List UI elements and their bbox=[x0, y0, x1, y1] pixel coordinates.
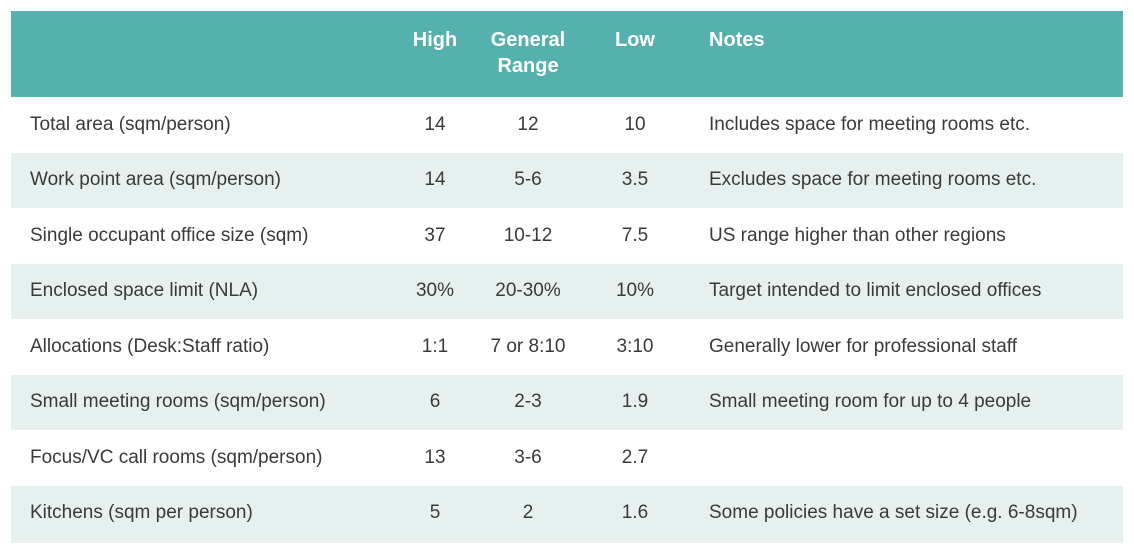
row-high: 6 bbox=[429, 391, 441, 413]
row-high: 1:1 bbox=[421, 335, 449, 357]
row-low: 1.9 bbox=[621, 391, 649, 413]
table-body: Total area (sqm/person) 14 12 10 Include… bbox=[11, 97, 1123, 541]
header-row: High General Range Low Notes bbox=[11, 11, 1123, 97]
table-row: Work point area (sqm/person) 14 5-6 3.5 … bbox=[11, 152, 1123, 208]
header-label-column bbox=[11, 11, 397, 97]
row-general-range: 3-6 bbox=[514, 446, 542, 468]
table-row: Single occupant office size (sqm) 37 10-… bbox=[11, 208, 1123, 264]
row-general-range: 2-3 bbox=[514, 391, 542, 413]
table-row: Small meeting rooms (sqm/person) 6 2-3 1… bbox=[11, 374, 1123, 430]
row-low: 2.7 bbox=[621, 446, 649, 468]
row-label: Total area (sqm/person) bbox=[30, 113, 231, 135]
row-general-range: 5-6 bbox=[514, 169, 542, 191]
row-low: 10% bbox=[615, 280, 655, 302]
row-label: Focus/VC call rooms (sqm/person) bbox=[30, 446, 323, 468]
row-label: Enclosed space limit (NLA) bbox=[30, 280, 259, 302]
row-low: 7.5 bbox=[621, 224, 649, 246]
table-header: High General Range Low Notes bbox=[11, 11, 1123, 97]
row-label: Allocations (Desk:Staff ratio) bbox=[30, 335, 270, 357]
row-label: Kitchens (sqm per person) bbox=[30, 502, 253, 524]
row-notes: Includes space for meeting rooms etc. bbox=[709, 113, 1031, 135]
row-low: 3:10 bbox=[616, 335, 654, 357]
row-notes: Excludes space for meeting rooms etc. bbox=[709, 169, 1037, 191]
row-high: 13 bbox=[424, 446, 446, 468]
header-low: Low bbox=[615, 29, 655, 51]
table-row: Kitchens (sqm per person) 5 2 1.6 Some p… bbox=[11, 485, 1123, 541]
row-high: 30% bbox=[415, 280, 455, 302]
row-high: 5 bbox=[429, 502, 441, 524]
header-notes: Notes bbox=[709, 29, 765, 51]
row-high: 37 bbox=[424, 224, 446, 246]
row-notes: Target intended to limit enclosed office… bbox=[709, 280, 1042, 302]
row-general-range: 20-30% bbox=[495, 280, 561, 302]
row-general-range: 7 or 8:10 bbox=[490, 335, 566, 357]
row-general-range: 10-12 bbox=[503, 224, 553, 246]
table-row: Focus/VC call rooms (sqm/person) 13 3-6 … bbox=[11, 430, 1123, 486]
row-high: 14 bbox=[424, 113, 446, 135]
row-notes: Generally lower for professional staff bbox=[709, 335, 1018, 357]
table-row: Enclosed space limit (NLA) 30% 20-30% 10… bbox=[11, 263, 1123, 319]
row-label: Single occupant office size (sqm) bbox=[30, 224, 309, 246]
row-notes: Some policies have a set size (e.g. 6-8s… bbox=[709, 502, 1078, 524]
row-low: 1.6 bbox=[621, 502, 649, 524]
row-label: Work point area (sqm/person) bbox=[30, 169, 281, 191]
row-low: 10 bbox=[624, 113, 646, 135]
row-notes: Small meeting room for up to 4 people bbox=[709, 391, 1032, 413]
row-low: 3.5 bbox=[621, 169, 649, 191]
header-general-range: General Range bbox=[490, 29, 566, 77]
row-notes: US range higher than other regions bbox=[709, 224, 1006, 246]
row-general-range: 12 bbox=[517, 113, 539, 135]
table-row: Total area (sqm/person) 14 12 10 Include… bbox=[11, 97, 1123, 153]
header-high: High bbox=[412, 29, 458, 51]
row-high: 14 bbox=[424, 169, 446, 191]
row-label: Small meeting rooms (sqm/person) bbox=[30, 391, 326, 413]
row-general-range: 2 bbox=[522, 502, 534, 524]
space-standards-table: High General Range Low Notes Total area … bbox=[11, 11, 1123, 541]
space-standards-table-container: High General Range Low Notes Total area … bbox=[11, 11, 1123, 543]
row-notes bbox=[687, 430, 1123, 486]
table-row: Allocations (Desk:Staff ratio) 1:1 7 or … bbox=[11, 319, 1123, 375]
